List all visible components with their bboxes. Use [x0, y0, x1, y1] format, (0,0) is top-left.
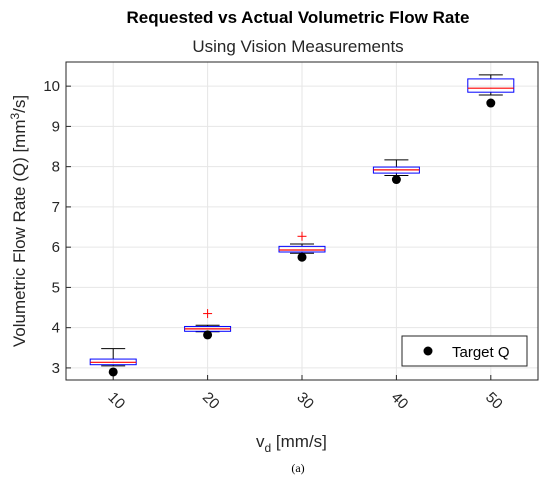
legend: Target Q — [401, 335, 528, 367]
x-axis-ticks: 10 20 30 40 50 — [104, 375, 506, 413]
legend-label-target: Target Q — [452, 344, 510, 361]
outlier-marker — [297, 231, 307, 241]
y-tick-label: 4 — [52, 320, 60, 337]
box-50 — [467, 74, 515, 96]
box-series — [89, 74, 515, 367]
y-axis-ticks: 3 4 5 6 7 8 9 10 — [43, 78, 71, 377]
y-tick-label: 7 — [52, 199, 60, 216]
target-point — [486, 98, 496, 108]
target-point — [108, 367, 118, 377]
y-tick-label: 5 — [52, 279, 60, 296]
x-axis-label: vd [mm/s] — [256, 432, 327, 455]
chart-subtitle: Using Vision Measurements — [192, 37, 403, 56]
y-tick-label: 9 — [52, 118, 60, 135]
target-point — [203, 330, 213, 340]
grid-lines — [66, 62, 538, 380]
plot-frame — [65, 61, 539, 381]
target-point — [391, 175, 401, 185]
x-tick-label: 10 — [104, 389, 128, 413]
box-10 — [89, 348, 137, 367]
box-30 — [278, 231, 326, 254]
y-tick-label: 10 — [43, 78, 60, 95]
target-point — [297, 252, 307, 262]
box-iqr — [467, 78, 515, 93]
y-tick-label: 6 — [52, 239, 60, 256]
chart-title: Requested vs Actual Volumetric Flow Rate — [127, 8, 470, 27]
y-tick-label: 8 — [52, 159, 60, 176]
figure-caption: (a) — [291, 461, 304, 475]
x-tick-label: 30 — [293, 389, 317, 413]
x-tick-label: 50 — [482, 389, 506, 413]
x-tick-label: 40 — [388, 389, 412, 413]
legend-marker-target — [423, 346, 433, 356]
y-tick-label: 3 — [52, 360, 60, 377]
outlier-marker — [203, 309, 213, 319]
y-axis-label: Volumetric Flow Rate (Q) [mm3/s] — [8, 95, 29, 347]
x-tick-label: 20 — [199, 389, 223, 413]
box-iqr — [278, 245, 326, 253]
target-series — [108, 98, 496, 377]
legend-box — [401, 335, 528, 367]
